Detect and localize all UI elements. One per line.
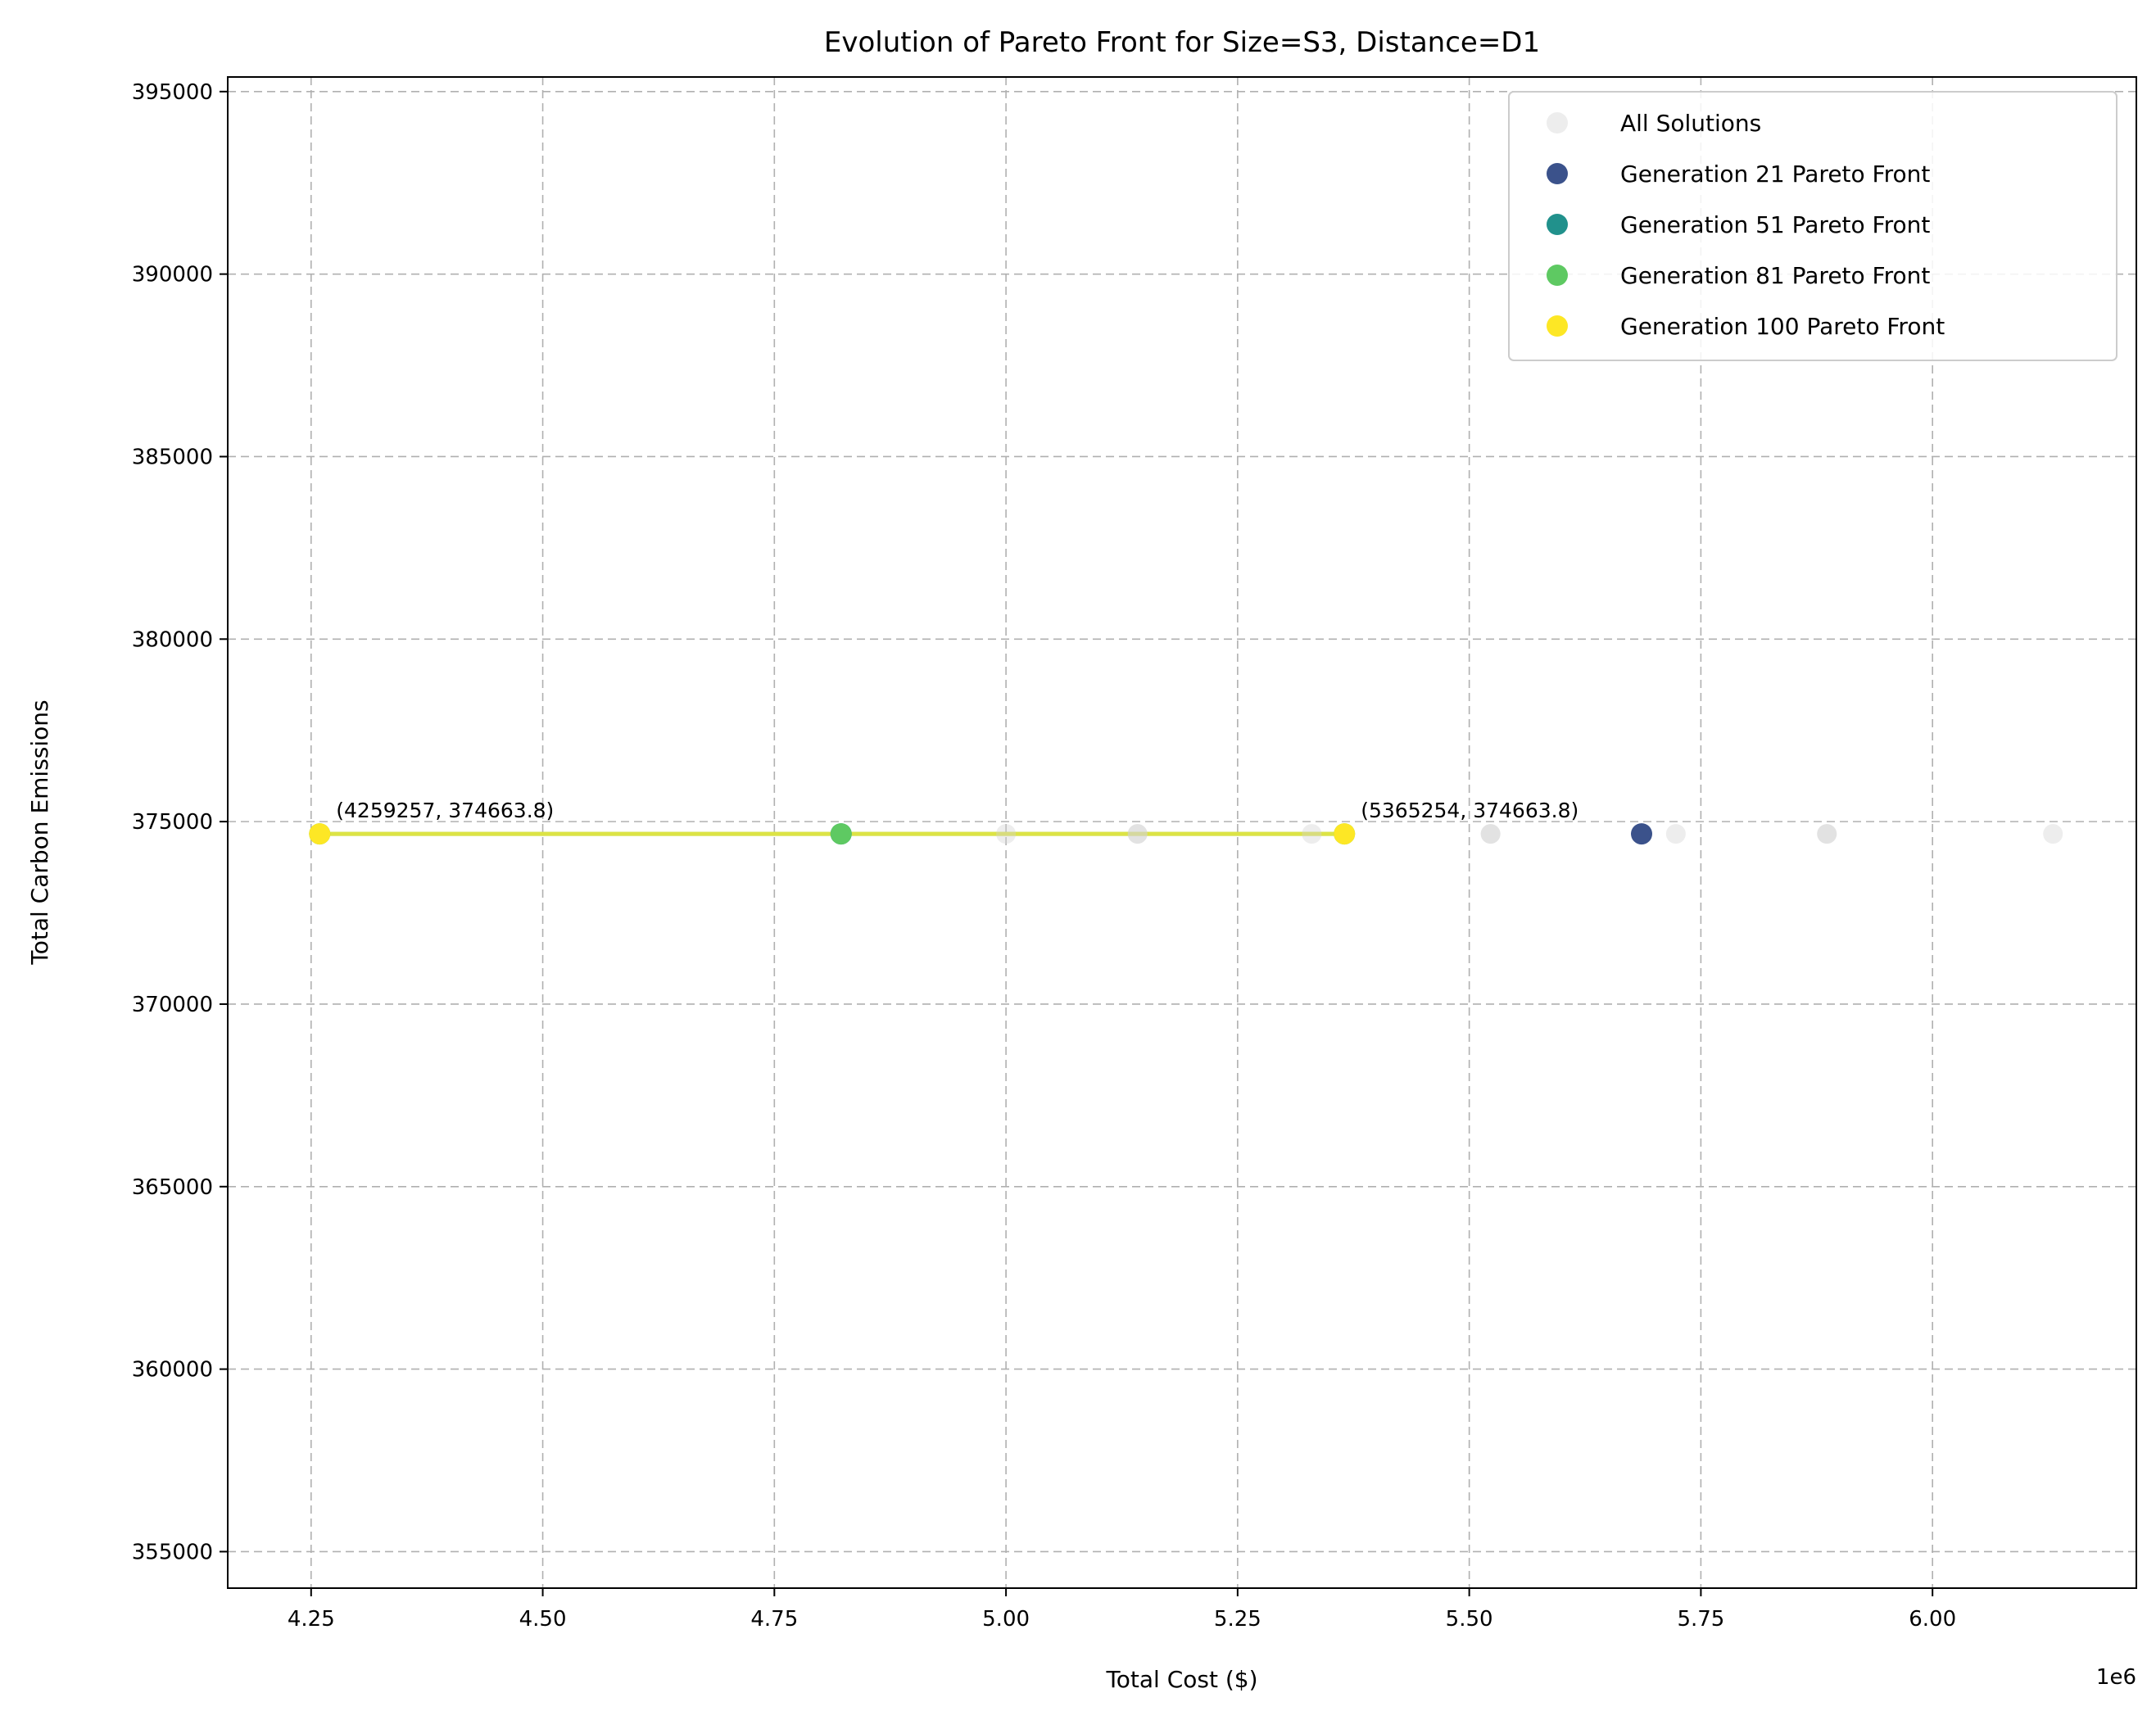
legend: All Solutions Generation 21 Pareto Front G… (1508, 91, 2118, 361)
solution-point (1817, 824, 1837, 844)
solution-point (1665, 824, 1686, 844)
solution-point (1302, 824, 1322, 844)
legend-label: Generation 81 Pareto Front (1620, 262, 1930, 289)
point-annotation: (5365254, 374663.8) (1361, 799, 1578, 822)
annotation-layer: (4259257, 374663.8) (5365254, 374663.8) (336, 799, 1578, 822)
y-tick-label: 380000 (132, 627, 213, 652)
pareto-point-1 (1631, 823, 1653, 845)
y-tick-label: 365000 (132, 1175, 213, 1200)
y-tick-label: 390000 (132, 263, 213, 287)
solution-point (2043, 824, 2063, 844)
x-tick-label: 5.25 (1214, 1607, 1261, 1632)
plot-frame (227, 76, 2137, 1589)
pareto-point-4 (309, 823, 331, 845)
y-tick-label: 355000 (132, 1540, 213, 1564)
legend-label: Generation 21 Pareto Front (1620, 161, 1930, 188)
x-tick-label: 5.75 (1677, 1607, 1724, 1632)
solution-point (1127, 824, 1148, 844)
solution-point (1480, 824, 1501, 844)
legend-marker (1547, 214, 1568, 235)
x-tick-label: 5.50 (1446, 1607, 1493, 1632)
y-tick-label: 385000 (132, 445, 213, 469)
solution-point (996, 824, 1017, 844)
legend-label: All Solutions (1620, 110, 1761, 137)
x-tick-label: 4.75 (750, 1607, 798, 1632)
chart-title: Evolution of Pareto Front for Size=S3, D… (824, 26, 1540, 59)
pareto-point-3 (830, 823, 852, 845)
x-tick-label: 4.50 (519, 1607, 567, 1632)
solution-point (1817, 824, 1837, 844)
x-tick-label: 6.00 (1909, 1607, 1956, 1632)
legend-marker (1547, 163, 1568, 184)
legend-marker (1547, 315, 1568, 337)
y-tick-label: 370000 (132, 993, 213, 1017)
tick-layer: 4.25 4.50 4.75 5.00 5.25 5.50 5.75 6.00 355000 36… (132, 80, 1956, 1632)
legend-marker (1547, 265, 1568, 286)
y-tick-label: 395000 (132, 80, 213, 105)
legend-marker (1547, 112, 1568, 134)
solution-point (1127, 824, 1148, 844)
point-layer (309, 823, 2063, 845)
y-axis-label: Total Carbon Emissions (26, 699, 53, 965)
x-tick-label: 4.25 (288, 1607, 335, 1632)
point-annotation: (4259257, 374663.8) (336, 799, 554, 822)
legend-label: Generation 100 Pareto Front (1620, 313, 1945, 340)
pareto-point-4 (1334, 823, 1356, 845)
x-offset-label: 1e6 (2096, 1665, 2136, 1690)
x-tick-label: 5.00 (982, 1607, 1030, 1632)
y-tick-label: 360000 (132, 1358, 213, 1383)
solution-point (1480, 824, 1501, 844)
y-tick-label: 375000 (132, 810, 213, 835)
legend-label: Generation 51 Pareto Front (1620, 211, 1930, 238)
legend-box (1508, 91, 2118, 361)
x-axis-label: Total Cost ($) (1105, 1666, 1257, 1693)
